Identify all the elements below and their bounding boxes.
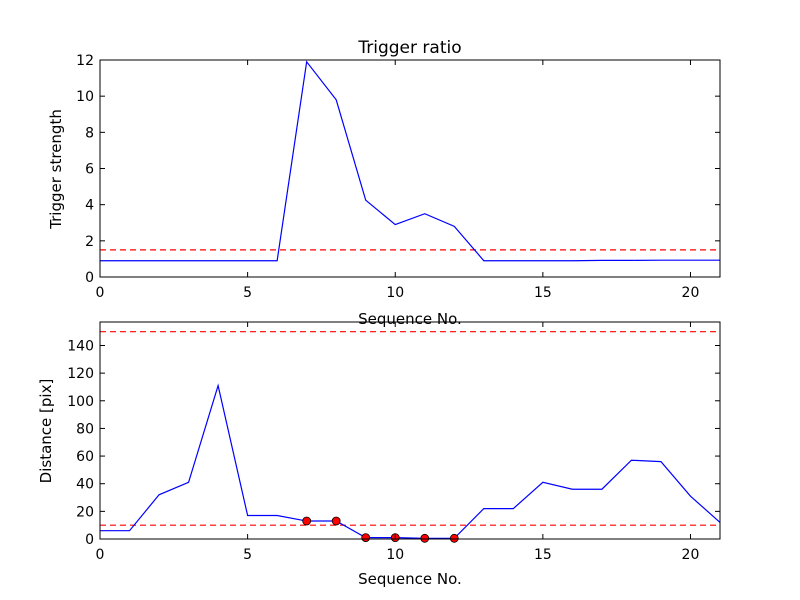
data-point-marker (302, 516, 312, 526)
distance-plot: Distance [pix] Sequence No. 0 5 10 15 20 0 20 4… (37, 321, 721, 588)
y-tick-label: 120 (67, 366, 94, 382)
data-point-marker (449, 533, 459, 543)
y-tick-label: 12 (76, 53, 94, 69)
y-axis-label: Distance [pix] (37, 379, 55, 484)
x-tick-label: 0 (96, 285, 105, 301)
x-axis-label: Sequence No. (358, 310, 462, 328)
data-point-marker (420, 533, 430, 543)
y-tick-label: 20 (76, 504, 94, 520)
chart-title: Trigger ratio (357, 38, 461, 58)
x-axis-label: Sequence No. (358, 570, 462, 588)
x-tick-label: 15 (534, 285, 552, 301)
y-tick-label: 0 (85, 532, 94, 548)
y-tick-label: 2 (85, 234, 94, 250)
x-tick-label: 15 (534, 547, 552, 563)
y-tick-label: 80 (76, 421, 94, 437)
data-point-marker (331, 516, 341, 526)
plot-frame (99, 321, 721, 540)
y-tick-label: 4 (85, 198, 94, 214)
x-tick-label: 20 (682, 547, 700, 563)
y-tick-label: 140 (67, 338, 94, 354)
y-tick-label: 0 (85, 270, 94, 286)
trigger-ratio-plot: Trigger ratio Trigger strength Sequence … (47, 38, 721, 328)
x-tick-label: 20 (682, 285, 700, 301)
series-line (100, 383, 721, 539)
y-tick-label: 100 (67, 394, 94, 410)
y-axis-label: Trigger strength (47, 109, 65, 230)
y-tick-label: 8 (85, 125, 94, 141)
x-tick-label: 10 (386, 547, 404, 563)
y-tick-label: 6 (85, 162, 94, 178)
y-tick-label: 10 (76, 89, 94, 105)
series-line (100, 60, 720, 262)
y-tick-label: 60 (76, 449, 94, 465)
x-tick-label: 0 (96, 547, 105, 563)
x-tick-label: 5 (243, 285, 252, 301)
x-tick-label: 10 (386, 285, 404, 301)
data-point-marker (361, 533, 371, 543)
y-tick-label: 40 (76, 477, 94, 493)
x-tick-label: 5 (243, 547, 252, 563)
